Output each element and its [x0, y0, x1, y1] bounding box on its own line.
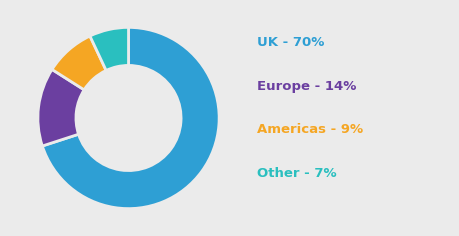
- Text: Europe - 14%: Europe - 14%: [257, 80, 357, 93]
- Text: UK - 70%: UK - 70%: [257, 36, 325, 49]
- Text: Americas - 9%: Americas - 9%: [257, 123, 363, 136]
- Wedge shape: [52, 36, 106, 90]
- Wedge shape: [42, 27, 219, 209]
- Wedge shape: [90, 27, 129, 70]
- Text: Other - 7%: Other - 7%: [257, 167, 336, 180]
- Wedge shape: [38, 69, 84, 146]
